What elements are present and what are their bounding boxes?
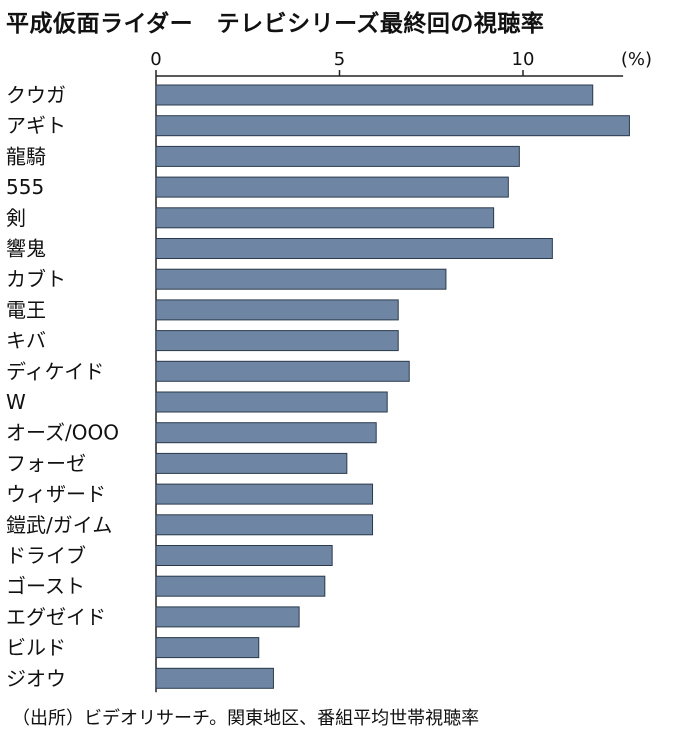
bar <box>155 115 630 137</box>
bar <box>155 575 326 597</box>
bar <box>155 667 274 689</box>
category-label: オーズ/OOO <box>6 421 119 445</box>
category-label: 鎧武/ガイム <box>6 513 112 537</box>
bar <box>155 330 399 352</box>
category-label: ドライブ <box>6 544 86 568</box>
bar <box>155 545 333 566</box>
bar <box>155 299 399 321</box>
bar <box>155 84 594 106</box>
category-label: ディケイド <box>6 359 104 383</box>
category-label: ジオウ <box>6 666 66 690</box>
category-label: アギト <box>6 114 66 138</box>
category-label: 龍騎 <box>6 144 46 168</box>
bar <box>155 514 374 536</box>
bar <box>155 207 495 229</box>
bar <box>155 238 553 259</box>
bar <box>155 360 410 382</box>
bar <box>155 606 300 628</box>
chart-title: 平成仮面ライダー テレビシリーズ最終回の視聴率 <box>6 11 545 37</box>
category-label: クウガ <box>6 83 66 107</box>
category-label: ビルド <box>6 636 66 660</box>
unit-label: (%) <box>621 49 652 70</box>
x-tick-label: 5 <box>334 49 345 70</box>
bar <box>155 637 260 659</box>
bar <box>155 452 348 474</box>
category-label: キバ <box>6 329 46 353</box>
x-tick-label: 10 <box>512 49 535 70</box>
bar <box>155 391 388 413</box>
category-label: 電王 <box>6 298 46 322</box>
bar <box>155 422 377 444</box>
category-label: ゴースト <box>6 574 85 598</box>
category-label: 剣 <box>6 206 26 230</box>
bar <box>155 176 509 198</box>
x-tick-label: 0 <box>150 49 161 70</box>
bar <box>155 145 520 167</box>
category-label: エグゼイド <box>6 605 106 629</box>
category-label: 555 <box>6 175 44 199</box>
bar <box>155 268 447 290</box>
category-label: カブト <box>6 267 66 291</box>
bar <box>155 483 374 505</box>
category-label: ウィザード <box>6 482 106 506</box>
category-label: W <box>6 390 26 414</box>
category-label: フォーゼ <box>6 451 86 475</box>
source-note: （出所）ビデオリサーチ。関東地区、番組平均世帯視聴率 <box>12 708 480 729</box>
category-label: 響鬼 <box>6 237 46 261</box>
